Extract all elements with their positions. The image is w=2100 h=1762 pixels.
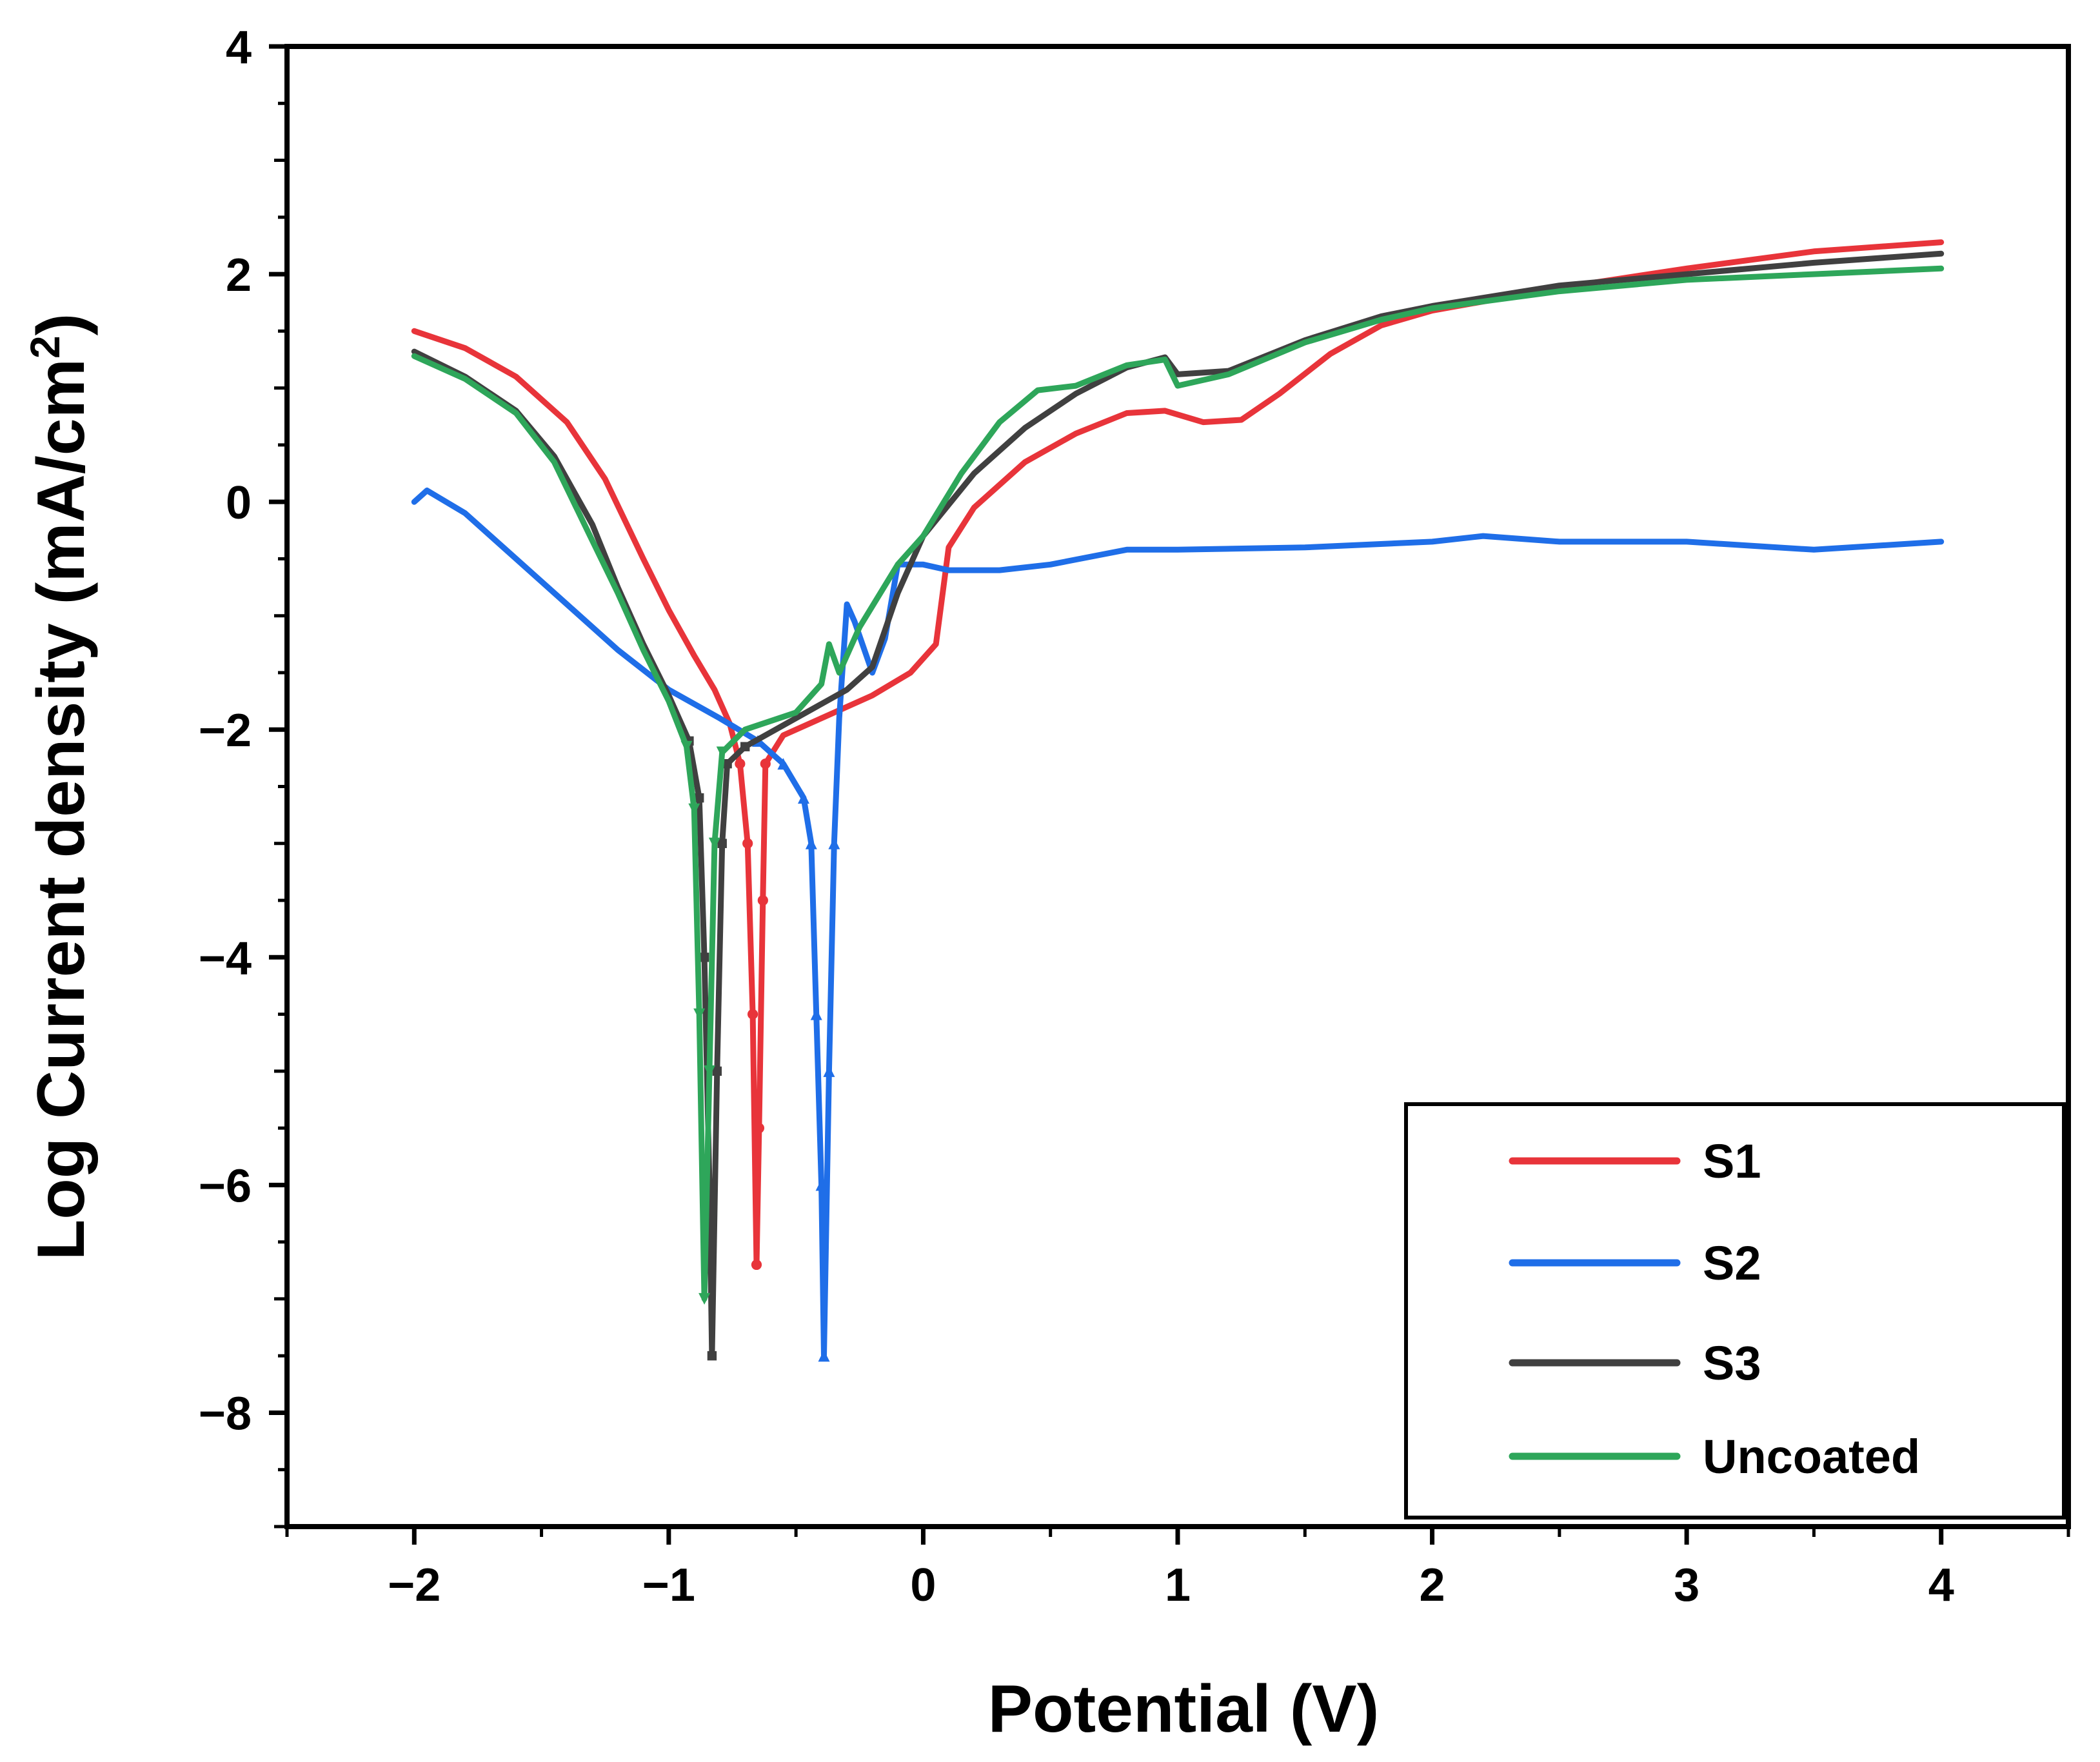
data-point-s2 (828, 837, 840, 849)
y-tick-label: 2 (226, 250, 252, 301)
data-point-s1 (757, 895, 768, 906)
x-tick-label: 3 (1674, 1559, 1699, 1611)
x-tick-label: 2 (1420, 1559, 1445, 1611)
plot-area-frame (284, 44, 2071, 1529)
data-point-uncoated (698, 1292, 711, 1305)
legend-label-s2: S2 (1703, 1236, 1761, 1290)
legend: S1 S2 S3 Uncoated (1404, 1102, 2066, 1519)
y-tick-label: −2 (199, 705, 252, 757)
data-point-s2 (810, 1008, 822, 1020)
data-point-s2 (805, 837, 817, 849)
series-s1 (411, 239, 1945, 1271)
y-tick-label: 4 (226, 22, 252, 74)
data-point-s2 (823, 1065, 835, 1077)
data-point-s1 (751, 1259, 762, 1271)
legend-label-s1: S1 (1703, 1134, 1761, 1188)
data-point-uncoated (703, 1065, 715, 1077)
y-tick-label: −8 (199, 1388, 252, 1440)
data-point-s1 (753, 1123, 765, 1134)
x-axis-title: Potential (V) (988, 1672, 1380, 1747)
y-axis-title-superscript: 2 (22, 335, 68, 359)
x-tick-label: −1 (642, 1559, 695, 1611)
y-axis-title: Log Current density (mA/cm2) (22, 313, 99, 1261)
series-line-uncoated (411, 265, 1945, 1302)
y-tick-label: −4 (199, 933, 252, 984)
data-point-s1 (742, 838, 753, 849)
data-point-uncoated (708, 837, 720, 849)
data-point-s1 (735, 758, 746, 769)
y-tick-labels: 4 2 0 −2 −4 −6 −8 (199, 22, 252, 1440)
data-point-uncoated (680, 740, 693, 753)
y-axis-title-end: ) (24, 313, 99, 336)
x-tick-label: −2 (388, 1559, 441, 1611)
data-point-s2 (797, 792, 809, 804)
data-point-s3 (699, 953, 709, 962)
x-tick-label: 0 (910, 1559, 936, 1611)
y-tick-label: 0 (226, 477, 252, 529)
legend-label-s3: S3 (1703, 1336, 1761, 1390)
legend-box (1404, 1102, 2066, 1519)
data-point-s2 (818, 1350, 830, 1362)
data-point-s2 (777, 758, 789, 770)
y-axis-title-main: Log Current density (mA/cm (24, 359, 99, 1260)
legend-label-uncoated: Uncoated (1703, 1430, 1920, 1483)
data-point-s3 (712, 1066, 722, 1076)
data-point-uncoated (688, 803, 700, 815)
data-point-s3 (707, 1351, 717, 1361)
x-tick-labels: −2 −1 0 1 2 3 4 (388, 1559, 1954, 1611)
data-point-s1 (747, 1009, 758, 1020)
data-point-s3 (722, 758, 732, 769)
series-line-s1 (411, 239, 1945, 1268)
data-point-s3 (695, 793, 704, 803)
data-point-s3 (717, 838, 727, 848)
y-tick-label: −6 (199, 1160, 252, 1212)
data-point-s2 (815, 1179, 827, 1191)
series-uncoated (411, 265, 1945, 1305)
data-series (411, 239, 1945, 1362)
legend-items: S1 S2 S3 Uncoated (1509, 1134, 1920, 1483)
data-point-s3 (740, 742, 750, 751)
data-point-s1 (760, 758, 771, 769)
data-point-uncoated (716, 746, 728, 758)
data-point-uncoated (693, 1008, 706, 1020)
x-tick-label: 4 (1928, 1559, 1954, 1611)
x-tick-label: 1 (1165, 1559, 1191, 1611)
